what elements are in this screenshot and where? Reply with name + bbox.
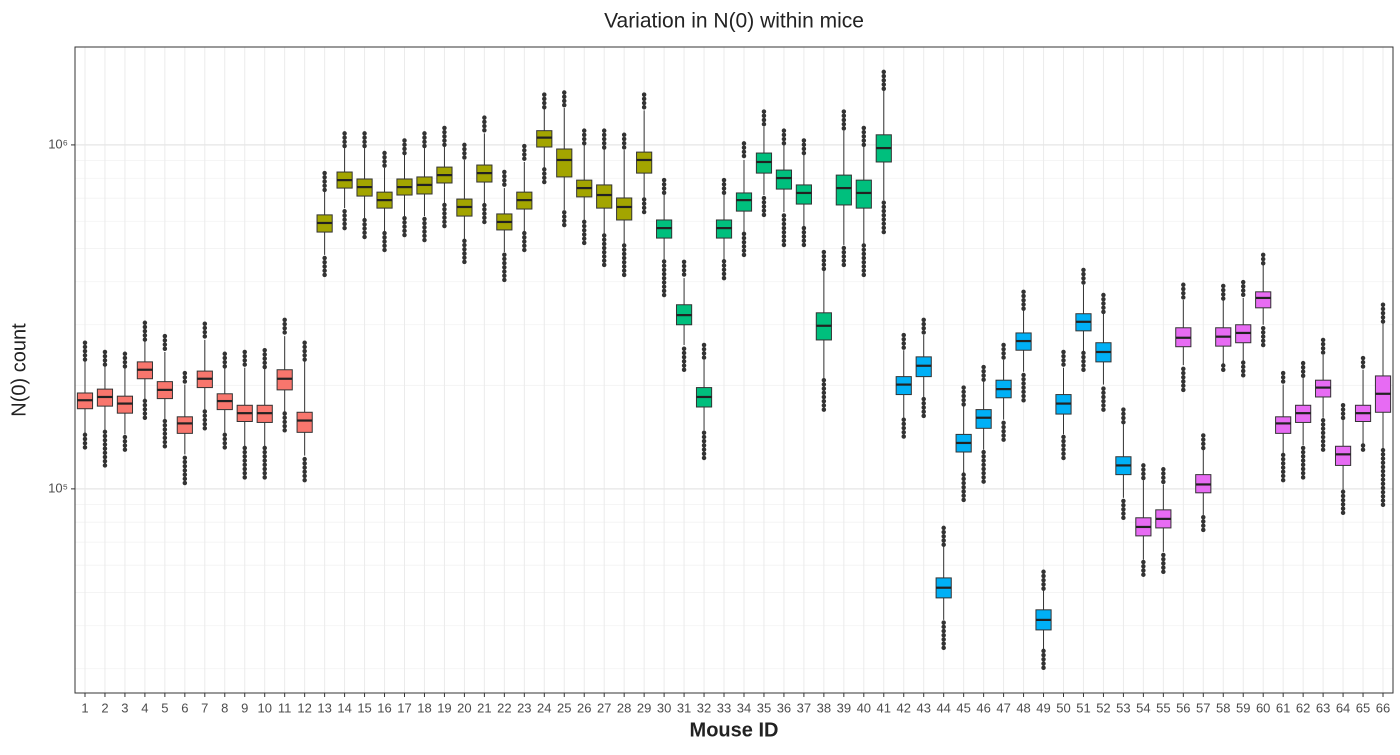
x-tick-label: 26 [577,700,591,715]
x-tick-label: 19 [437,700,451,715]
x-tick-label: 62 [1296,700,1310,715]
x-tick-label: 9 [241,700,248,715]
x-tick-label: 14 [337,700,351,715]
box [835,174,852,206]
box [1255,291,1272,309]
x-tick-label: 59 [1236,700,1250,715]
x-tick-label: 4 [141,700,148,715]
x-tick-label: 43 [916,700,930,715]
x-tick-label: 12 [297,700,311,715]
x-tick-label: 35 [757,700,771,715]
x-tick-label: 30 [657,700,671,715]
x-tick-label: 23 [517,700,531,715]
x-tick-label: 64 [1336,700,1350,715]
x-tick-label: 32 [697,700,711,715]
x-tick-label: 36 [777,700,791,715]
box [1275,416,1292,434]
x-tick-label: 39 [837,700,851,715]
x-tick-label: 61 [1276,700,1290,715]
y-tick-label: 10⁶ [48,136,68,151]
box [596,184,613,209]
x-tick-label: 41 [877,700,891,715]
x-tick-label: 63 [1316,700,1330,715]
x-tick-label: 42 [897,700,911,715]
x-tick-label: 58 [1216,700,1230,715]
box [296,411,313,433]
box [536,130,553,148]
x-tick-label: 54 [1136,700,1150,715]
x-tick-label: 55 [1156,700,1170,715]
box [855,179,872,209]
x-tick-label: 66 [1376,700,1390,715]
x-tick-label: 33 [717,700,731,715]
box [975,409,992,429]
x-tick-label: 50 [1056,700,1070,715]
x-tick-label: 34 [737,700,751,715]
x-tick-label: 10 [257,700,271,715]
x-tick-label: 51 [1076,700,1090,715]
box [616,197,633,221]
x-tick-label: 45 [956,700,970,715]
x-tick-label: 65 [1356,700,1370,715]
x-tick-label: 29 [637,700,651,715]
box [775,169,793,190]
x-tick-label: 5 [161,700,168,715]
box [795,184,812,205]
box [636,151,653,174]
x-tick-label: 44 [936,700,950,715]
x-tick-label: 3 [121,700,128,715]
x-tick-label: 16 [377,700,391,715]
x-tick-label: 28 [617,700,631,715]
x-tick-label: 47 [996,700,1010,715]
x-tick-label: 52 [1096,700,1110,715]
box [556,148,573,178]
x-tick-label: 24 [537,700,551,715]
x-tick-label: 18 [417,700,431,715]
x-tick-label: 60 [1256,700,1270,715]
x-tick-label: 46 [976,700,990,715]
box [1334,445,1352,466]
x-tick-label: 22 [497,700,511,715]
x-tick-label: 57 [1196,700,1210,715]
x-tick-label: 8 [221,700,228,715]
x-tick-label: 49 [1036,700,1050,715]
x-tick-label: 31 [677,700,691,715]
x-axis-label: Mouse ID [690,719,779,741]
x-tick-label: 21 [477,700,491,715]
boxes [76,69,1392,670]
x-tick-label: 13 [317,700,331,715]
panel-border [74,46,1394,694]
x-tick-label: 48 [1016,700,1030,715]
y-axis-label: N(0) count [8,323,30,417]
box [735,192,753,212]
x-tick-label: 38 [817,700,831,715]
box [176,416,193,434]
x-tick-label: 56 [1176,700,1190,715]
chart-title: Variation in N(0) within mice [604,10,864,33]
x-tick-label: 27 [597,700,611,715]
x-tick-label: 7 [201,700,208,715]
x-tick-label: 20 [457,700,471,715]
x-tick-label: 2 [101,700,108,715]
x-tick-label: 37 [797,700,811,715]
y-tick-label: 10⁵ [48,480,68,495]
x-tick-label: 17 [397,700,411,715]
x-tick-label: 11 [278,700,292,715]
x-tick-label: 53 [1116,700,1130,715]
x-tick-label: 1 [81,700,88,715]
x-tick-label: 6 [181,700,188,715]
x-tick-label: 25 [557,700,571,715]
x-tick-label: 15 [357,700,371,715]
x-tick-label: 40 [857,700,871,715]
